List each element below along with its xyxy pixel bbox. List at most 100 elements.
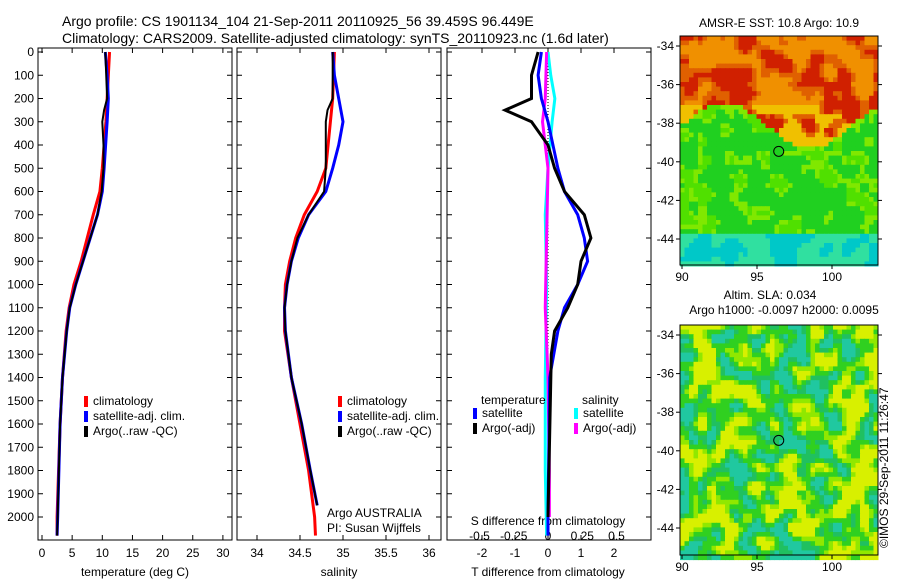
map-cell bbox=[869, 325, 874, 331]
map-cell bbox=[851, 361, 856, 367]
map-cell bbox=[842, 555, 847, 561]
map-cell bbox=[873, 481, 879, 487]
map-cell bbox=[842, 481, 847, 487]
map-cell bbox=[711, 197, 717, 203]
map-cell bbox=[851, 338, 856, 344]
map-cell bbox=[702, 361, 708, 367]
map-cell bbox=[765, 206, 771, 212]
map-cell bbox=[756, 435, 762, 441]
map-cell bbox=[689, 403, 694, 409]
map-cell bbox=[828, 444, 834, 450]
map-cell bbox=[689, 233, 694, 239]
map-cell bbox=[707, 541, 712, 547]
map-cell bbox=[680, 105, 685, 111]
map-cell bbox=[788, 435, 793, 441]
map-cell bbox=[779, 357, 784, 363]
map-cell bbox=[689, 82, 694, 88]
map-cell bbox=[680, 72, 685, 78]
map-cell bbox=[806, 45, 811, 51]
map-cell bbox=[797, 220, 802, 226]
map-cell bbox=[720, 178, 726, 184]
map-cell bbox=[792, 109, 798, 115]
map-cell bbox=[869, 36, 874, 42]
map-cell bbox=[774, 357, 780, 363]
map-cell bbox=[819, 550, 825, 556]
map-y-tick-label: -38 bbox=[657, 405, 675, 419]
map-cell bbox=[842, 109, 847, 115]
map-cell bbox=[783, 86, 789, 92]
map-cell bbox=[689, 513, 694, 519]
map-cell bbox=[707, 550, 712, 556]
map-cell bbox=[788, 325, 793, 331]
map-cell bbox=[842, 45, 847, 51]
map-cell bbox=[851, 128, 856, 134]
map-cell bbox=[792, 550, 798, 556]
map-cell bbox=[860, 325, 865, 331]
map-cell bbox=[738, 59, 744, 65]
map-cell bbox=[788, 458, 793, 464]
map-cell bbox=[738, 72, 744, 78]
map-cell bbox=[815, 49, 820, 55]
map-cell bbox=[783, 329, 789, 335]
map-cell bbox=[689, 220, 694, 226]
map-cell bbox=[738, 532, 744, 538]
map-cell bbox=[720, 252, 726, 258]
map-cell bbox=[824, 118, 829, 124]
map-cell bbox=[869, 486, 874, 492]
argo-line bbox=[56, 51, 109, 536]
map-cell bbox=[747, 509, 753, 515]
map-cell bbox=[734, 476, 739, 482]
map-cell bbox=[725, 252, 730, 258]
map-cell bbox=[873, 348, 879, 354]
map-cell bbox=[693, 338, 699, 344]
map-cell bbox=[824, 146, 829, 152]
map-cell bbox=[842, 91, 847, 97]
map-cell bbox=[738, 95, 744, 101]
map-cell bbox=[801, 536, 807, 542]
map-cell bbox=[752, 132, 757, 138]
map-cell bbox=[851, 233, 856, 239]
map-cell bbox=[716, 458, 721, 464]
map-cell bbox=[833, 430, 838, 436]
map-cell bbox=[738, 215, 744, 221]
map-cell bbox=[702, 550, 708, 556]
map-cell bbox=[702, 36, 708, 42]
map-cell bbox=[756, 243, 762, 249]
map-cell bbox=[716, 118, 721, 124]
map-cell bbox=[729, 151, 735, 157]
map-cell bbox=[842, 54, 847, 60]
map-cell bbox=[824, 389, 829, 395]
map-cell bbox=[842, 407, 847, 413]
map-cell bbox=[837, 389, 843, 395]
map-cell bbox=[860, 247, 865, 253]
map-cell bbox=[851, 412, 856, 418]
map-cell bbox=[864, 45, 870, 51]
map-cell bbox=[788, 238, 793, 244]
map-cell bbox=[702, 403, 708, 409]
map-cell bbox=[855, 481, 861, 487]
map-cell bbox=[702, 59, 708, 65]
map-cell bbox=[779, 504, 784, 510]
map-cell bbox=[810, 426, 816, 432]
map-cell bbox=[806, 118, 811, 124]
map-cell bbox=[761, 449, 766, 455]
map-cell bbox=[819, 380, 825, 386]
map-cell bbox=[711, 187, 717, 193]
map-cell bbox=[702, 343, 708, 349]
map-cell bbox=[761, 522, 766, 528]
map-cell bbox=[761, 238, 766, 244]
map-cell bbox=[792, 155, 798, 161]
map-cell bbox=[698, 68, 703, 74]
map-cell bbox=[819, 164, 825, 170]
map-cell bbox=[693, 490, 699, 496]
map-cell bbox=[752, 329, 757, 335]
map-cell bbox=[815, 490, 820, 496]
map-cell bbox=[752, 375, 757, 381]
map-cell bbox=[756, 481, 762, 487]
map-cell bbox=[693, 59, 699, 65]
map-cell bbox=[743, 220, 748, 226]
map-cell bbox=[797, 504, 802, 510]
map-cell bbox=[734, 407, 739, 413]
map-cell bbox=[711, 490, 717, 496]
map-cell bbox=[747, 77, 753, 83]
